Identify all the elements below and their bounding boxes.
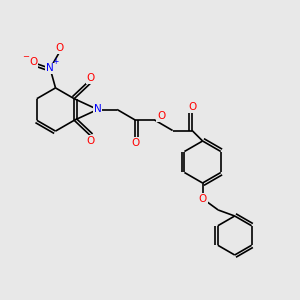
Text: O: O	[199, 194, 207, 204]
Text: O: O	[29, 57, 37, 67]
Text: O: O	[87, 73, 95, 83]
Text: N: N	[46, 63, 54, 74]
Text: O: O	[157, 111, 165, 122]
Text: +: +	[52, 57, 58, 66]
Text: O: O	[131, 138, 139, 148]
Text: −: −	[22, 52, 30, 61]
Text: N: N	[94, 104, 101, 115]
Text: O: O	[56, 43, 64, 53]
Text: O: O	[87, 136, 95, 146]
Text: O: O	[188, 102, 196, 112]
